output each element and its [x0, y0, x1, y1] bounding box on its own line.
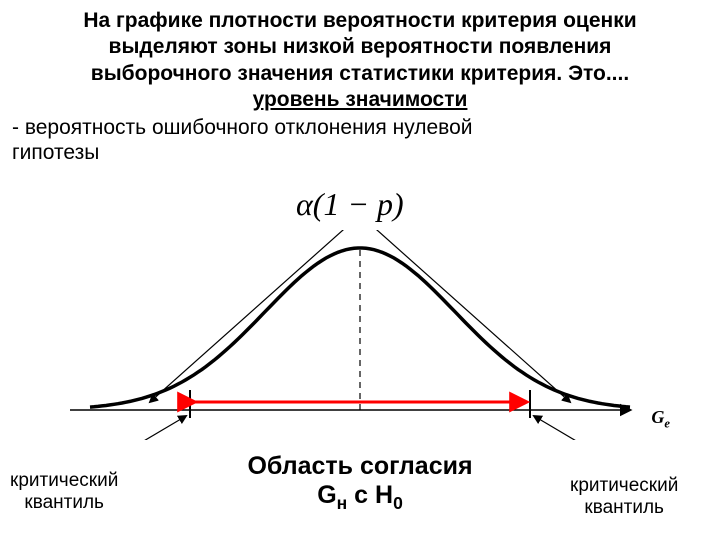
label-arrow-left	[115, 416, 186, 440]
center-line-2: Gн с H0	[200, 481, 520, 513]
body-text: - вероятность ошибочного отклонения нуле…	[0, 113, 720, 165]
title-line-1: На графике плотности вероятности критери…	[20, 8, 700, 34]
right-quantile-label: критический квантиль	[570, 475, 678, 519]
arrow-left	[150, 230, 352, 402]
arrow-right	[368, 230, 570, 402]
center-line-1: Область согласия	[200, 452, 520, 481]
right-quantile-label-l2: квантиль	[570, 497, 678, 519]
left-quantile-label-l2: квантиль	[10, 492, 118, 514]
bell-curve-diagram	[60, 230, 660, 440]
title-line-4: уровень значимости	[20, 87, 700, 113]
right-quantile-label-l1: критический	[570, 475, 678, 497]
title-block: На графике плотности вероятности критери…	[0, 0, 720, 113]
title-line-2: выделяют зоны низкой вероятности появлен…	[20, 34, 700, 60]
label-arrow-right	[534, 416, 605, 440]
body-line-1: - вероятность ошибочного отклонения нуле…	[12, 115, 700, 140]
formula-alpha: α(1 − p)	[296, 186, 404, 223]
axis-label-ge: Ge	[651, 407, 670, 432]
body-line-2: гипотезы	[12, 140, 700, 165]
left-quantile-label-l1: критический	[10, 470, 118, 492]
left-quantile-label: критический квантиль	[10, 470, 118, 514]
center-agreement-label: Область согласияGн с H0	[200, 452, 520, 513]
title-line-3: выборочного значения статистики критерия…	[20, 61, 700, 87]
